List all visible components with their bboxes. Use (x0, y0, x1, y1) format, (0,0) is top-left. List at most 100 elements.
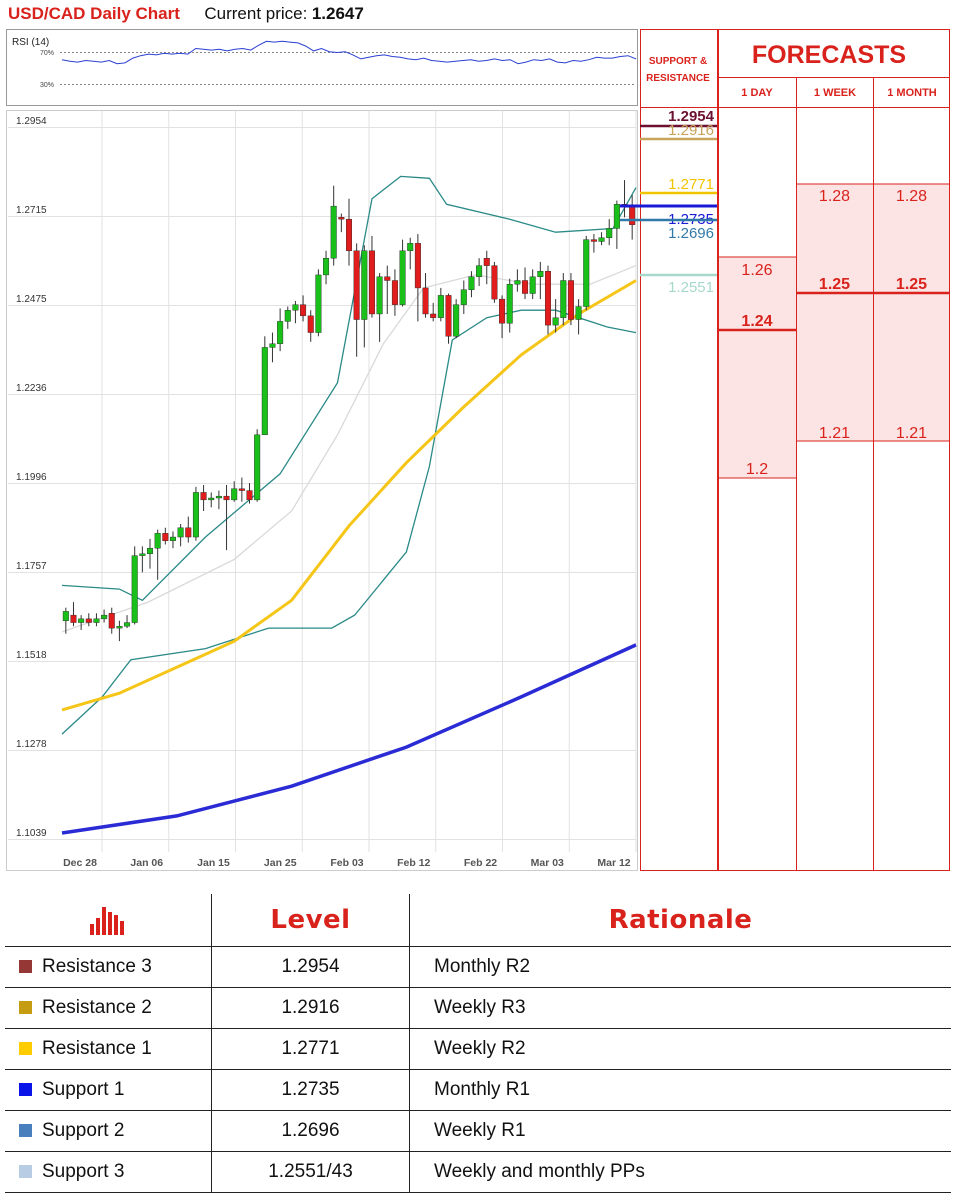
chart-header: USD/CAD Daily Chart Current price: 1.264… (8, 4, 364, 26)
candle-body (575, 306, 582, 320)
current-price-value: 1.2647 (311, 4, 364, 23)
candle (307, 310, 314, 342)
level-header: Level (270, 905, 351, 935)
forecast-title: FORECASTS (752, 41, 906, 69)
candle (567, 273, 574, 326)
forecast-value: 1.26 (741, 262, 772, 279)
candle-body (590, 239, 597, 242)
color-swatch (19, 1001, 32, 1014)
y-tick-label: 1.1039 (16, 828, 47, 839)
candle (169, 531, 176, 549)
candle-body (445, 295, 452, 337)
y-axis-ticks: 1.2954 1.2715 1.2475 1.2236 1.1996 1.1757 1.15… (16, 116, 47, 839)
candle (598, 232, 605, 246)
levels-table: Level Rationale Resistance 3 1.2954 Mont… (5, 894, 951, 1193)
sr-label-1: SUPPORT & (649, 56, 707, 67)
color-swatch (19, 1083, 32, 1096)
candle (575, 299, 582, 335)
color-swatch (19, 960, 32, 973)
candle-body (162, 533, 169, 541)
candle (147, 538, 154, 569)
candle-body (407, 243, 414, 251)
sr-level-label: 1.2551 (668, 279, 714, 296)
candle (514, 269, 521, 292)
candle-body (254, 434, 261, 501)
forecast-value: 1.28 (819, 188, 850, 205)
candle (476, 258, 483, 287)
candle-body (124, 622, 131, 627)
candle-body (116, 626, 123, 629)
candle-body (499, 298, 506, 324)
candle-body (70, 614, 77, 623)
candle-body (200, 492, 207, 501)
color-swatch (19, 1165, 32, 1178)
x-tick-label: Mar 12 (597, 857, 630, 869)
sr-level-label: 1.2696 (668, 225, 714, 242)
candle (384, 265, 391, 314)
candle (453, 299, 460, 339)
x-axis-ticks: Dec 28 Jan 06 Jan 15 Jan 25 Feb 03 Feb 12 Feb … (63, 857, 631, 869)
candle-body (300, 304, 307, 317)
rationale-header-cell: Rationale (409, 894, 951, 947)
candle (506, 278, 513, 333)
candle (185, 516, 192, 543)
candle (139, 546, 146, 573)
candle (499, 295, 506, 339)
candle-body (208, 497, 215, 501)
table-row: Resistance 2 1.2916 Weekly R3 (5, 987, 951, 1029)
candle-body (269, 343, 276, 348)
candle-body (277, 321, 284, 344)
sr-label-2: RESISTANCE (646, 73, 710, 84)
candle (231, 481, 238, 502)
candle (422, 273, 429, 318)
candle-body (506, 284, 513, 324)
candle (529, 269, 536, 300)
rsi-panel (6, 29, 638, 106)
table-row: Support 3 1.2551/43 Weekly and monthly P… (5, 1151, 951, 1193)
candle-body (376, 276, 383, 315)
candle-body (613, 204, 620, 229)
table-header-row: Level Rationale (5, 894, 951, 947)
y-tick-label: 1.1757 (16, 561, 47, 572)
x-tick-label: Dec 28 (63, 857, 97, 869)
candle (70, 602, 77, 627)
candle (613, 200, 620, 249)
candle (544, 265, 551, 335)
candle (361, 245, 368, 348)
bar-chart-icon (90, 907, 124, 935)
candle (323, 250, 330, 285)
candle-body (422, 287, 429, 315)
rsi-line (61, 40, 637, 65)
rationale-header: Rationale (608, 905, 753, 935)
rsi-30-label: 30% (40, 82, 54, 89)
candle-body (246, 490, 253, 501)
candle-body (430, 313, 437, 318)
candle-body (453, 304, 460, 337)
candle (62, 607, 69, 634)
forecast-range-week (797, 184, 873, 441)
candle-body (315, 274, 322, 333)
bar-chart-icon-cell (5, 894, 212, 947)
candle (368, 235, 375, 318)
candle (78, 615, 85, 630)
forecast-value: 1.25 (896, 276, 927, 293)
y-tick-label: 1.2475 (16, 294, 47, 305)
candle-body (537, 271, 544, 277)
candle (468, 271, 475, 298)
level-value: 1.2916 (211, 987, 410, 1029)
candle (261, 336, 268, 436)
candle-body (544, 271, 551, 326)
candle-body (338, 217, 345, 220)
candle (238, 477, 245, 502)
candle-body (468, 276, 475, 290)
candle (606, 219, 613, 246)
candle (537, 261, 544, 300)
candle (399, 239, 406, 307)
y-tick-label: 1.2236 (16, 383, 47, 394)
level-rationale: Weekly R2 (409, 1028, 951, 1070)
candle (346, 198, 353, 266)
x-tick-label: Mar 03 (531, 857, 564, 869)
candle-body (583, 239, 590, 307)
candle-body (552, 317, 559, 326)
forecast-value: 1.24 (741, 313, 772, 330)
